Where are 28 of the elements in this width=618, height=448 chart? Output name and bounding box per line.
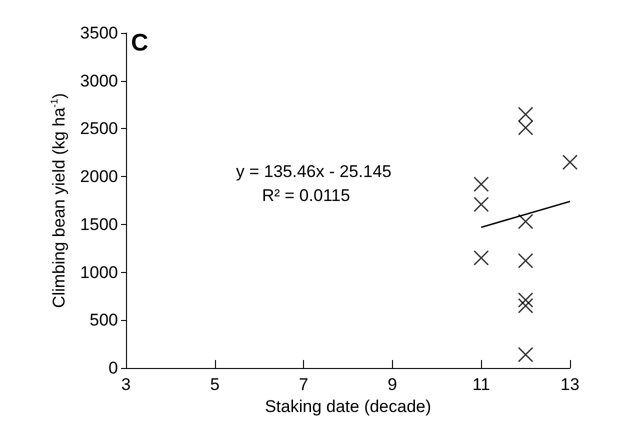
y-tick-label: 3000: [80, 71, 118, 90]
x-tick-label: 13: [560, 375, 580, 394]
y-axis-title: Climbing bean yield (kg ha-1): [50, 93, 68, 308]
x-axis-title: Staking date (decade): [264, 396, 432, 416]
point: [474, 196, 489, 212]
annotation: R² = 0.0115: [262, 186, 350, 205]
chart-title: C: [131, 30, 148, 56]
point: [518, 346, 534, 362]
y-tick-label: 500: [90, 310, 118, 330]
annotation: y = 135.46x - 25.145: [236, 162, 392, 181]
y-tick-label: 3500: [80, 24, 118, 42]
y-tick-label: 0: [108, 358, 118, 378]
x-tick-label: 7: [298, 375, 308, 394]
y-tick-label: 1000: [80, 262, 118, 282]
point: [562, 154, 578, 170]
point: [518, 253, 534, 268]
x-tick-label: 3: [121, 375, 131, 394]
point: [474, 176, 489, 192]
y-tick-label: 2000: [80, 167, 118, 186]
point: [474, 250, 489, 266]
point: [518, 292, 534, 308]
y-tick-label: 1500: [80, 214, 118, 234]
x-tick-label: 11: [472, 375, 490, 394]
point: [518, 298, 534, 314]
y-tick-label: 2500: [80, 119, 118, 138]
point: [518, 214, 534, 230]
x-tick-label: 9: [388, 375, 398, 394]
x-tick-label: 5: [210, 375, 220, 394]
